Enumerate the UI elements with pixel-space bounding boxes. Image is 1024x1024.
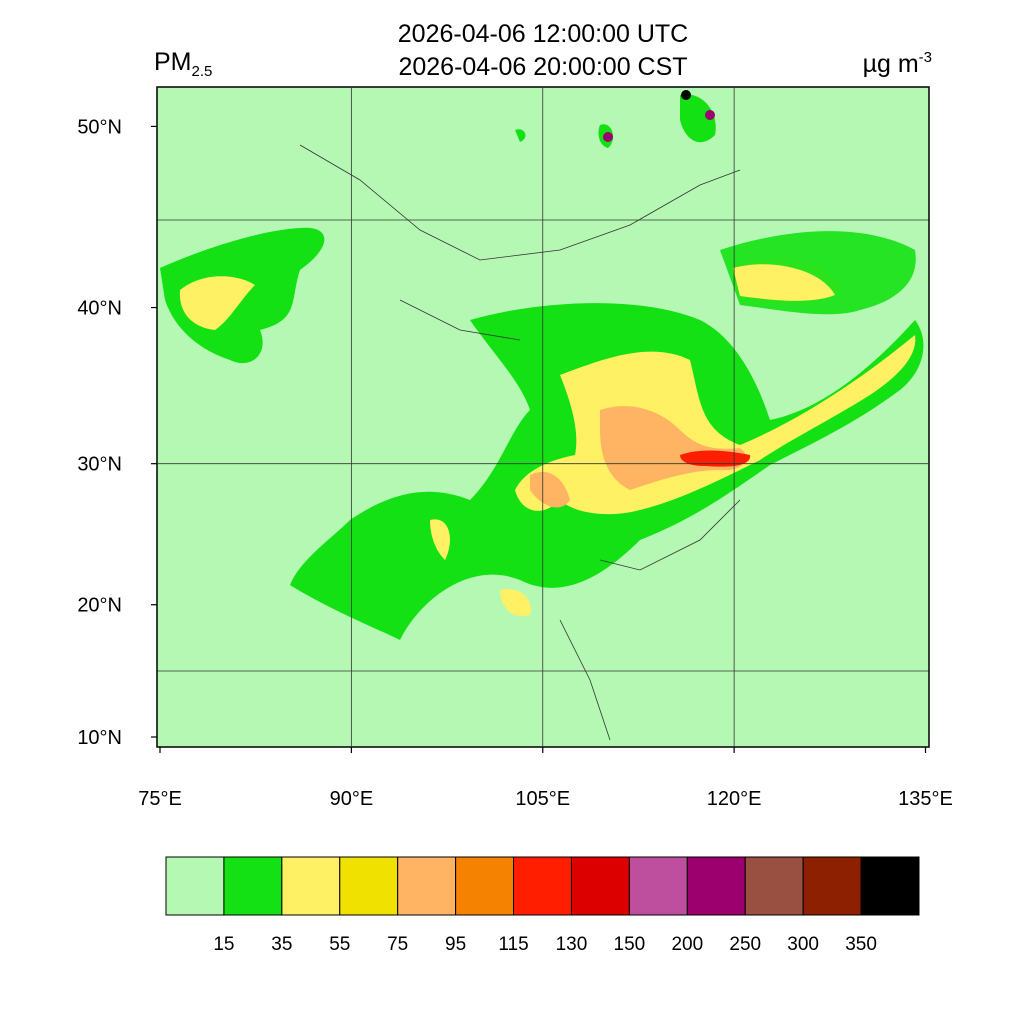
colorbar-label: 95	[445, 934, 466, 955]
field-area	[179, 276, 255, 330]
colorbar-box	[513, 856, 572, 916]
field-area	[733, 264, 835, 301]
colorbar-box	[455, 856, 515, 916]
colorbar-label: 115	[498, 934, 528, 955]
lon-tick-label: 135°E	[898, 788, 953, 810]
lat-tick-label: 40°N	[77, 298, 122, 320]
colorbar-label: 75	[387, 934, 408, 955]
title-line: 2026-04-06 12:00:00 UTC	[398, 20, 688, 48]
colorbar-box	[223, 856, 283, 916]
colorbar-box	[802, 856, 862, 916]
field-area	[430, 519, 531, 616]
field-area	[705, 110, 715, 120]
colorbar-box	[570, 856, 630, 916]
lat-tick-label: 20°N	[77, 595, 122, 617]
field-area	[680, 450, 751, 467]
colorbar-label: 300	[787, 934, 819, 955]
colorbar-label: 55	[329, 934, 350, 955]
lon-tick-label: 90°E	[330, 788, 374, 810]
colorbar-box	[860, 856, 920, 916]
lat-tick-label: 50°N	[77, 116, 122, 138]
colorbar-box	[339, 856, 399, 916]
units-text: µg m	[863, 50, 919, 78]
colorbar-label: 250	[729, 934, 761, 955]
field-area	[681, 90, 691, 100]
lon-tick-label: 105°E	[515, 788, 570, 810]
lat-tick-label: 10°N	[77, 727, 122, 749]
variable-label: PM2.5	[154, 48, 212, 80]
colorbar-box	[628, 856, 688, 916]
colorbar-label: 15	[213, 934, 234, 955]
colorbar-box	[397, 856, 457, 916]
colorbar-label: 35	[271, 934, 292, 955]
colorbar-label: 200	[671, 934, 703, 955]
units-label: µg m-3	[863, 49, 932, 78]
colorbar-label: 350	[845, 934, 877, 955]
colorbar-label: 130	[556, 934, 588, 955]
variable-name: PM	[154, 48, 192, 76]
title-line: 2026-04-06 20:00:00 CST	[398, 53, 687, 81]
lon-tick-label: 75°E	[138, 788, 182, 810]
units-superscript: -3	[919, 49, 932, 66]
field-area	[515, 94, 716, 148]
field-area	[603, 132, 613, 142]
field-area	[600, 406, 747, 490]
lon-tick-label: 120°E	[707, 788, 762, 810]
variable-subscript: 2.5	[192, 63, 213, 80]
field-area	[530, 471, 570, 508]
colorbar-label: 150	[614, 934, 646, 955]
boundary-line	[299, 144, 741, 741]
colorbar-box	[281, 856, 341, 916]
colorbar-box	[744, 856, 804, 916]
colorbar-box	[686, 856, 746, 916]
colorbar-box	[165, 856, 225, 916]
lat-tick-label: 30°N	[77, 454, 122, 476]
